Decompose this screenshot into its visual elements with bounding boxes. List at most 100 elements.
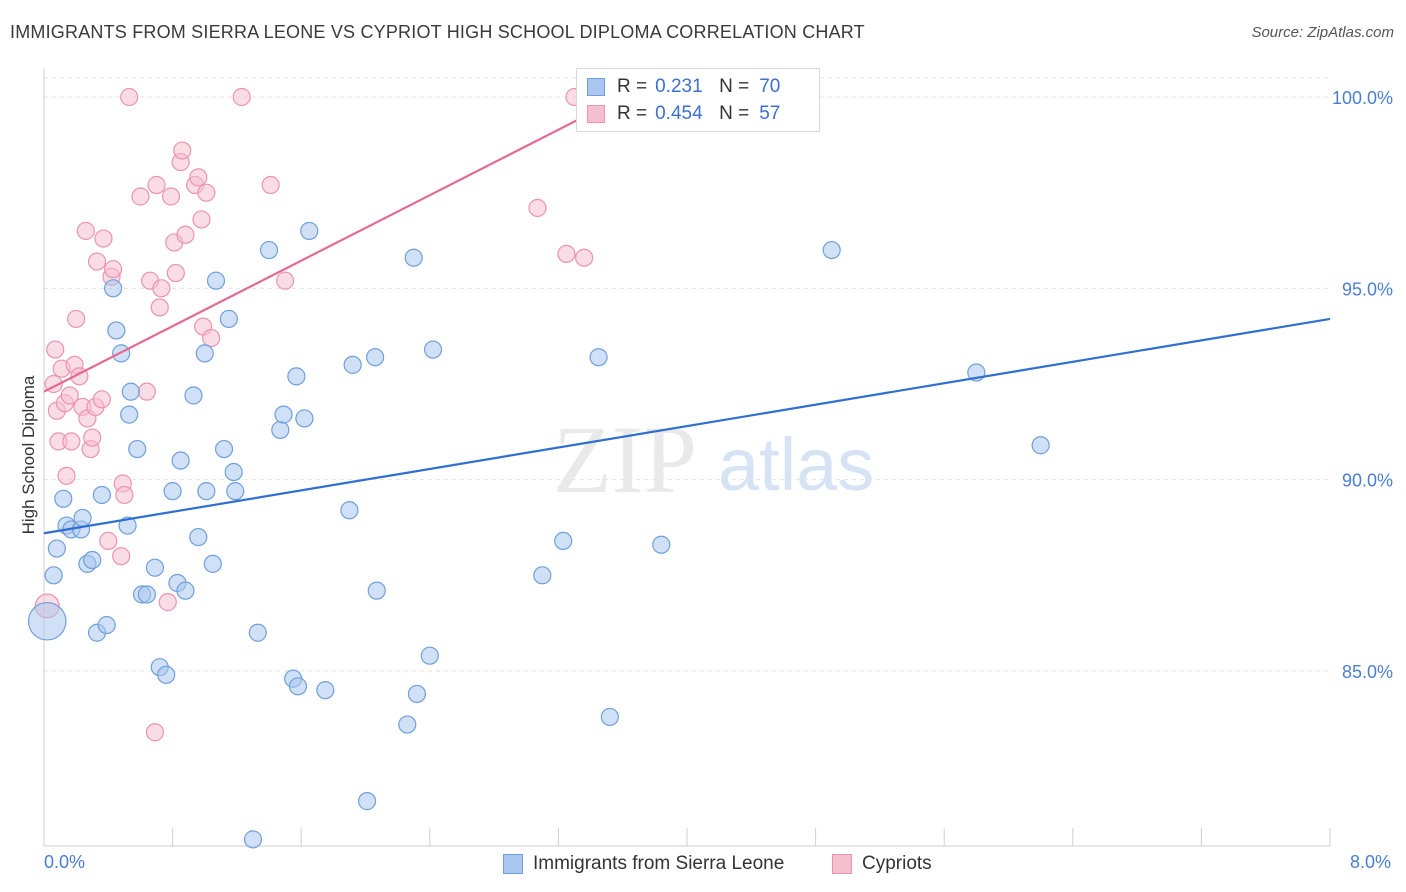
data-point [47, 539, 66, 558]
data-point [195, 344, 214, 363]
y-tick-label: 100.0% [1332, 88, 1393, 108]
data-point [152, 279, 171, 298]
data-point [60, 386, 79, 405]
data-point [137, 585, 156, 604]
legend-r-label: R = [617, 103, 648, 124]
data-point [44, 566, 63, 585]
data-point [27, 601, 67, 641]
data-point [73, 508, 92, 528]
data-point [243, 830, 263, 849]
data-point [115, 485, 134, 505]
data-point [107, 321, 126, 340]
trend-lines [43, 96, 1331, 535]
y-tick-label: 95.0% [1342, 279, 1393, 299]
data-point [420, 646, 439, 665]
data-point [158, 593, 177, 612]
data-point [161, 187, 181, 206]
series-cypriots [34, 87, 632, 742]
data-point [128, 439, 147, 459]
bottom-legend-sierra-leone: Immigrants from Sierra Leone [503, 852, 784, 876]
data-point [358, 792, 377, 811]
data-point [87, 252, 107, 271]
data-point [54, 489, 73, 508]
data-point [192, 210, 211, 229]
data-point [423, 340, 443, 359]
data-point [206, 271, 226, 290]
y-tick-label: 90.0% [1342, 471, 1393, 491]
data-point [145, 558, 165, 577]
data-point [92, 485, 111, 505]
x-tick-label-min: 0.0% [44, 852, 86, 872]
legend-swatch-pink [587, 105, 605, 123]
legend-n-value: 57 [759, 103, 781, 124]
data-point [259, 240, 279, 260]
data-point [184, 386, 203, 405]
data-point [589, 348, 608, 367]
data-point [295, 409, 314, 428]
data-point [316, 681, 335, 700]
legend-row-cypriots: R = 0.454 N = 57 [587, 101, 823, 127]
data-point [274, 405, 293, 424]
data-point [176, 225, 195, 244]
data-point [120, 87, 139, 107]
x-tick-label-max: 8.0% [1350, 852, 1392, 872]
data-point [83, 550, 102, 570]
data-point [533, 566, 552, 585]
data-point [147, 175, 166, 195]
data-point [340, 501, 359, 520]
data-point [226, 482, 245, 501]
data-point [300, 221, 319, 241]
data-point [104, 260, 123, 279]
data-point [163, 482, 182, 501]
bottom-legend-label: Immigrants from Sierra Leone [533, 853, 785, 874]
data-point [67, 309, 86, 329]
data-point [131, 187, 150, 206]
data-point [121, 382, 140, 401]
data-point [176, 581, 195, 600]
legend-n-label: N = [719, 76, 750, 97]
legend-swatch-blue [587, 78, 605, 96]
data-point [150, 298, 169, 317]
data-point [366, 348, 385, 367]
legend-r-value: 0.454 [655, 103, 703, 124]
data-point [203, 554, 222, 573]
data-point [145, 723, 165, 742]
data-point [57, 466, 76, 485]
correlation-legend: R = 0.231 N = 70 R = 0.454 N = 57 [576, 68, 820, 132]
data-point [367, 581, 386, 600]
legend-r-value: 0.231 [655, 76, 703, 97]
y-tick-labels: 85.0% 90.0% 95.0% 100.0% [1332, 88, 1393, 682]
data-point [219, 309, 238, 329]
data-point [261, 175, 280, 195]
data-point [343, 355, 362, 374]
data-point [600, 707, 619, 727]
trend-line-cypriots [43, 96, 624, 393]
data-point [173, 141, 192, 160]
data-point [76, 221, 95, 241]
data-point [214, 439, 234, 459]
data-point [137, 382, 156, 401]
bottom-legend-cypriots: Cypriots [832, 852, 932, 876]
legend-n-label: N = [719, 103, 750, 124]
data-point [1031, 436, 1050, 455]
trend-line-sierra-leone [43, 317, 1331, 535]
grid-lines [44, 77, 1330, 672]
data-point [271, 420, 290, 440]
data-point [232, 87, 251, 107]
data-point [557, 244, 576, 263]
bottom-legend-label: Cypriots [862, 853, 932, 874]
data-point [166, 263, 185, 283]
data-point [112, 547, 131, 566]
data-point [288, 677, 308, 696]
legend-r-label: R = [617, 76, 648, 97]
data-point [46, 340, 65, 359]
data-point [398, 715, 417, 734]
data-point [197, 183, 216, 202]
data-point [94, 229, 113, 248]
data-point [118, 516, 137, 535]
data-point [197, 482, 216, 501]
legend-row-sierra-leone: R = 0.231 N = 70 [587, 74, 823, 100]
data-point [202, 328, 221, 348]
bottom-legend-swatch-blue [503, 854, 523, 874]
